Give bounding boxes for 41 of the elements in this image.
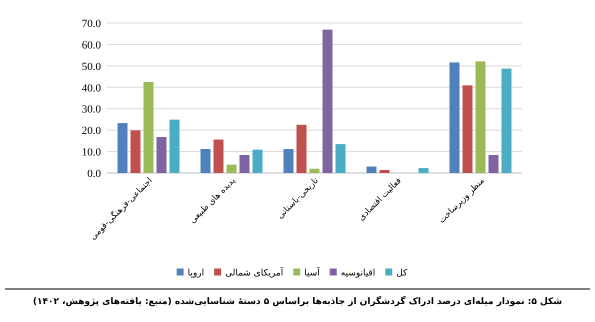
bar <box>296 124 306 173</box>
bar <box>450 62 460 173</box>
bar <box>252 150 262 173</box>
legend-label: آمریکای شمالی <box>225 266 284 278</box>
bar <box>130 130 140 173</box>
bar <box>170 120 180 173</box>
bar <box>214 140 224 173</box>
legend-label: اروپا <box>188 268 204 278</box>
legend-label: اقیانوسیه <box>340 268 376 278</box>
bar <box>240 155 250 173</box>
bar <box>418 168 428 173</box>
legend-label: آسیا <box>304 266 320 278</box>
x-tick-label: پدیده های طبیعی <box>188 176 238 226</box>
bar <box>156 137 166 173</box>
bar <box>476 61 486 173</box>
bar <box>462 85 472 173</box>
y-tick-label: 20.0 <box>82 125 102 138</box>
x-tick-label: فعالیت اقتصادی <box>356 176 404 223</box>
bar <box>366 166 376 173</box>
y-tick-label: 40.0 <box>82 82 102 94</box>
y-tick-label: 50.0 <box>82 60 102 73</box>
bar <box>284 149 294 173</box>
bar <box>336 144 346 173</box>
text: شکل ۵: نمودار میله‌ای درصد ادراک گردشگران از جاذبه‌ها براساس ۵ دستهٔ شناسایی‌شده (منبع: یافته‌های پژوهش، ۱۴۰۲) <box>32 295 562 307</box>
bar <box>200 149 210 173</box>
bar <box>310 168 320 173</box>
bar <box>380 170 390 173</box>
y-tick-label: 10.0 <box>82 146 102 159</box>
x-tick-label: منظر وزیرساخت <box>437 176 487 226</box>
x-tick-label: تاریخی-باستانی <box>276 176 322 222</box>
bar <box>226 164 236 173</box>
y-tick-label: 30.0 <box>82 104 102 116</box>
bar <box>488 155 498 173</box>
y-tick-label: 60.0 <box>82 39 102 52</box>
bar <box>322 30 332 173</box>
bar <box>144 82 154 173</box>
legend-label: کل <box>396 268 408 278</box>
y-tick-label: 0.0 <box>87 168 102 180</box>
y-tick-label: 70.0 <box>82 18 102 30</box>
bar <box>118 123 128 173</box>
bar <box>502 68 512 173</box>
